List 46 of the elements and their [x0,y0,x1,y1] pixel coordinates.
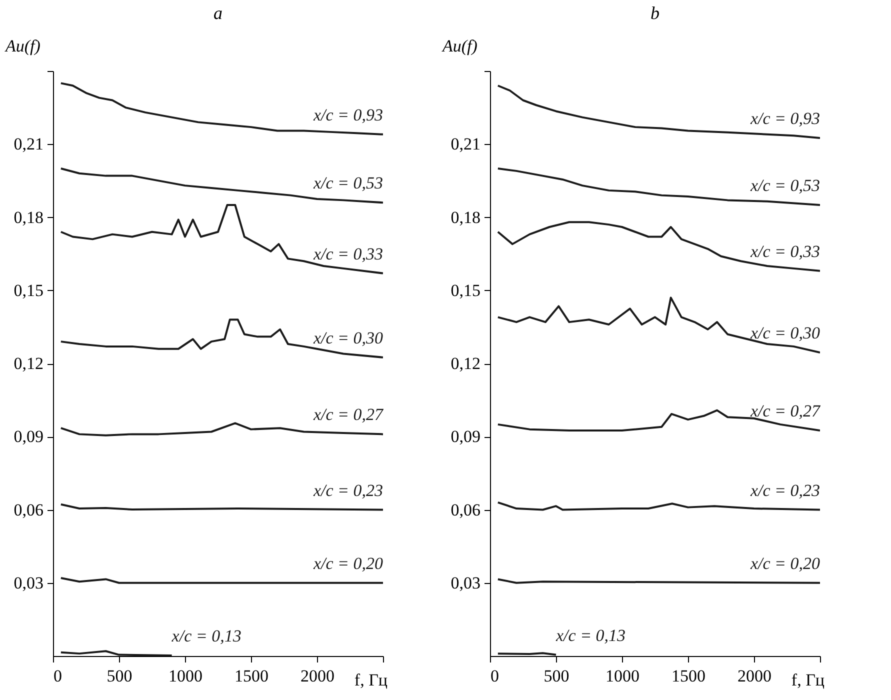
y-tick-label: 0,18 [14,208,44,227]
x-axis-title: f, Гц [354,670,388,690]
series-label: x/c = 0,93 [312,105,383,124]
series-label: x/c = 0,33 [749,242,820,261]
y-tick-label: 0,21 [450,134,480,154]
y-tick-label: 0,09 [14,427,44,446]
x-tick-label: 500 [106,666,132,686]
y-tick-label: 0,21 [14,134,44,154]
x-tick-label: 1000 [606,666,640,686]
x-tick-label: 0 [54,666,62,686]
series-label: x/c = 0,20 [749,554,820,573]
y-tick-label: 0,06 [450,500,480,520]
x-axis-title: f, Гц [791,670,824,690]
series-label: x/c = 0,20 [312,554,384,573]
y-tick-label: 0,18 [450,208,480,227]
x-tick-label: 0 [490,666,499,686]
y-tick-label: 0,12 [450,354,480,373]
x-tick-label: 2000 [300,666,334,686]
series-label: x/c = 0,93 [749,109,820,128]
series-label: x/c = 0,13 [170,626,242,646]
y-tick-label: 0,09 [450,427,480,446]
chart-title: a [214,3,222,23]
x-tick-label: 1500 [672,666,706,686]
y-tick-label: 0,06 [14,500,44,520]
series-label: x/c = 0,23 [312,480,383,500]
series-label: x/c = 0,27 [749,402,822,421]
series-label: x/c = 0,33 [312,244,383,264]
x-tick-label: 1500 [234,666,268,686]
y-tick-label: 0,03 [14,573,44,592]
y-tick-label: 0,03 [450,573,480,592]
series-label: x/c = 0,23 [749,480,820,500]
series-label: x/c = 0,27 [312,405,384,424]
y-tick-label: 0,15 [14,280,44,300]
series-label: x/c = 0,13 [555,626,626,645]
y-axis-title: Au(f) [442,36,478,56]
y-tick-label: 0,15 [450,280,480,300]
y-tick-label: 0,12 [14,354,44,373]
series-label: x/c = 0,30 [312,328,384,348]
x-tick-label: 2000 [738,666,772,686]
y-axis-title: Au(f) [4,36,41,56]
chart-title: b [650,3,660,23]
series-label: x/c = 0,53 [749,176,820,196]
x-tick-label: 1000 [168,666,202,686]
series-label: x/c = 0,30 [749,324,820,343]
x-tick-label: 500 [544,666,570,686]
series-label: x/c = 0,53 [312,174,383,193]
